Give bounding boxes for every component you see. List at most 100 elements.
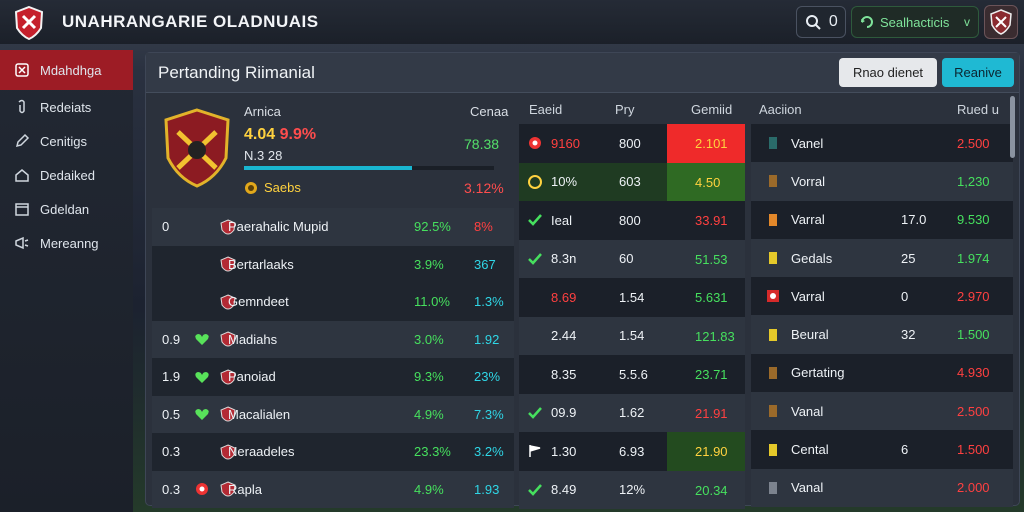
red-badge-icon — [767, 290, 779, 303]
table-row[interactable]: 1.30 6.93 21.90 — [519, 432, 745, 471]
table-row[interactable]: Vorral 1,230 — [751, 162, 1013, 201]
table-row[interactable]: 8.35 5.5.6 23.71 — [519, 355, 745, 394]
table-row[interactable]: Vanal 2.000 — [751, 468, 1013, 507]
row-name: Gemndeet — [228, 294, 289, 310]
club-stat: 78.38 — [464, 136, 500, 152]
sidebar-item-5[interactable]: Mereanng — [0, 226, 133, 260]
table-row[interactable]: 1.9 Panoiad 9.3% 23% — [152, 358, 514, 396]
scrollbar[interactable] — [1010, 96, 1015, 158]
club-crest-icon — [990, 9, 1012, 35]
table-row[interactable]: 8.3n 60 51.53 — [519, 239, 745, 279]
row-value-c: 23.71 — [695, 367, 728, 382]
row-mid-value: 32 — [901, 327, 916, 343]
shield-icon — [15, 63, 29, 77]
club-score: 4.04 9.9% — [244, 126, 316, 144]
left-list: 0 Paerahalic Mupid 92.5% 8% Bertarlaaks 3.9% 3… — [152, 208, 514, 508]
right-column: Aaciion Rued u Vanel 2.500 Vorral 1,230 Varr… — [751, 94, 1013, 507]
row-value-b: 1.62 — [619, 405, 645, 421]
brown-badge-icon — [769, 366, 777, 379]
megaphone-icon — [15, 236, 29, 250]
table-row[interactable]: 0.9 Madiahs 3.0% 1.92 — [152, 320, 514, 358]
table-row[interactable]: Gemndeet 11.0% 1.3% — [152, 283, 514, 321]
table-row[interactable]: Ieal 800 33.91 — [519, 201, 745, 240]
table-row[interactable]: Bertarlaaks 3.9% 367 — [152, 245, 514, 283]
search-button[interactable]: 0 — [796, 6, 846, 38]
table-row[interactable]: Beural 32 1.500 — [751, 315, 1013, 354]
row-mid-value: 0 — [901, 288, 909, 304]
circle-icon — [528, 174, 542, 189]
row-value-c: 4.50 — [695, 174, 721, 190]
right-header: Aaciion Rued u — [751, 94, 1013, 124]
row-rank: 0.3 — [162, 444, 181, 460]
chevron-down-icon: v — [964, 15, 970, 29]
row-value-a: 2.44 — [551, 328, 577, 344]
sidebar-item-1[interactable]: Redeiats — [0, 90, 133, 124]
yellow-badge-icon — [769, 252, 777, 265]
row-value-2: 1.93 — [474, 481, 500, 497]
teal-badge-icon — [769, 137, 777, 150]
row-name: Panoiad — [228, 369, 276, 385]
heat-cell: 51.53 — [667, 240, 745, 279]
row-name: Neraadeles — [228, 444, 295, 460]
row-value-a: 09.9 — [551, 405, 577, 421]
table-row[interactable]: 0 Paerahalic Mupid 92.5% 8% — [152, 208, 514, 246]
clip-icon — [18, 99, 25, 114]
column-header-percent: Cenaa — [470, 104, 509, 119]
table-row[interactable]: Varral 17.0 9.530 — [751, 200, 1013, 239]
row-value-2: 23% — [474, 369, 501, 385]
row-name: Beural — [791, 327, 829, 343]
top-bar: UNAHRANGARIE OLADNUAIS 0 Sealhacticis v — [0, 0, 1024, 44]
row-value-1: 9.3% — [414, 369, 444, 385]
row-mid-value: 25 — [901, 250, 916, 266]
row-value-a: 8.3n — [551, 251, 577, 267]
search-icon — [806, 15, 821, 30]
table-row[interactable]: 10% 603 4.50 — [519, 162, 745, 201]
table-row[interactable]: 8.69 1.54 5.631 — [519, 278, 745, 317]
table-row[interactable]: Varral 0 2.970 — [751, 277, 1013, 316]
table-row[interactable]: 9160 800 2.101 — [519, 124, 745, 163]
house-icon — [15, 169, 29, 182]
sidebar-item-3[interactable]: Dedaiked — [0, 158, 133, 192]
primary-button[interactable]: Reanive — [942, 58, 1014, 87]
table-row[interactable]: 0.5 Macalialen 4.9% 7.3% — [152, 395, 514, 433]
heat-cell: 5.631 — [667, 278, 745, 317]
table-row[interactable]: 2.44 1.54 121.83 — [519, 316, 745, 355]
row-name: Rapla — [228, 481, 262, 497]
column-header: Eaeid — [529, 101, 563, 117]
row-name: Macalialen — [228, 406, 291, 422]
sidebar-item-4[interactable]: Gdeldan — [0, 192, 133, 226]
avatar[interactable] — [984, 5, 1018, 39]
sidebar-item-2[interactable]: Cenitigs — [0, 124, 133, 158]
calendar-icon — [15, 203, 29, 216]
panel-header: Pertanding Riimanial Rnao dienet Reanive — [146, 53, 1019, 93]
table-row[interactable]: 09.9 1.62 21.91 — [519, 393, 745, 432]
table-row[interactable]: 0.3 Neraadeles 23.3% 3.2% — [152, 433, 514, 471]
row-value-b: 603 — [619, 174, 641, 190]
row-rank: 0.3 — [162, 481, 181, 497]
club-change: 3.12% — [464, 180, 504, 196]
sidebar-item-0[interactable]: Mdahdhga — [0, 50, 133, 90]
table-row[interactable]: Gertating 4.930 — [751, 353, 1013, 393]
flag-icon — [529, 445, 541, 458]
row-value-c: 121.83 — [695, 328, 735, 344]
table-row[interactable]: Cental 6 1.500 — [751, 430, 1013, 469]
row-rank: 0.9 — [162, 331, 181, 347]
row-name: Paerahalic Mupid — [228, 219, 329, 235]
column-header: Pry — [615, 101, 635, 117]
table-row[interactable]: 8.49 12% 20.34 — [519, 470, 745, 509]
club-crest-icon — [220, 256, 236, 272]
table-row[interactable]: Vanal 2.500 — [751, 392, 1013, 431]
row-value-c: 21.90 — [695, 444, 728, 459]
row-value-2: 7.3% — [474, 406, 504, 422]
row-value-a: Ieal — [551, 212, 572, 228]
refresh-icon — [861, 16, 873, 28]
check-icon — [528, 214, 542, 227]
table-row[interactable]: Vanel 2.500 — [751, 124, 1013, 163]
status-dropdown[interactable]: Sealhacticis v — [851, 6, 979, 38]
secondary-button[interactable]: Rnao dienet — [839, 58, 937, 87]
row-value-b: 5.5.6 — [619, 366, 648, 382]
table-row[interactable]: Gedals 25 1.974 — [751, 238, 1013, 278]
row-value-c: 5.631 — [695, 290, 728, 305]
table-row[interactable]: 0.3 Rapla 4.9% 1.93 — [152, 470, 514, 508]
yellow-badge-icon — [769, 328, 777, 341]
